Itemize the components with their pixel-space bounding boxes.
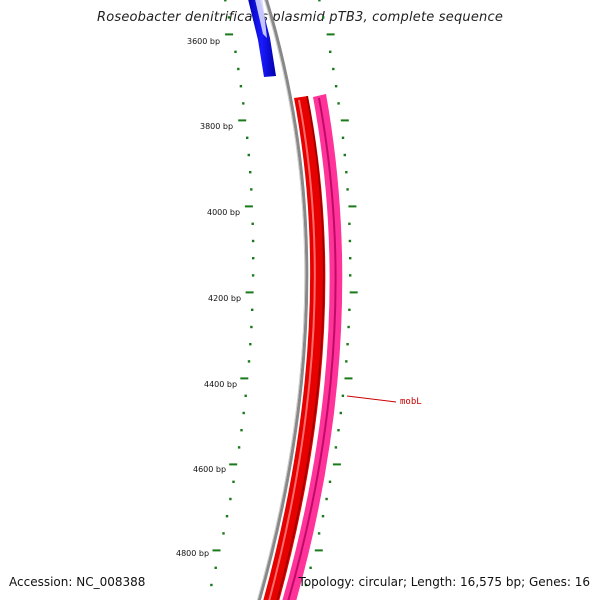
minor-tick-mark <box>250 188 253 191</box>
minor-tick-mark <box>346 343 349 346</box>
minor-tick-mark <box>237 67 240 71</box>
minor-tick-mark <box>349 274 352 277</box>
minor-tick-mark <box>341 136 345 139</box>
minor-tick-mark <box>242 102 245 105</box>
backbone-inner-line <box>256 0 306 600</box>
minor-tick-mark <box>240 429 243 432</box>
minor-tick-mark <box>246 136 249 139</box>
minor-tick-mark <box>247 153 250 157</box>
backbone <box>256 0 309 600</box>
summary-text: Topology: circular; Length: 16,575 bp; G… <box>298 575 590 589</box>
minor-tick-mark <box>229 497 232 501</box>
minor-tick-mark <box>251 274 255 277</box>
gene-blue-feature[interactable] <box>247 0 276 77</box>
backbone-outer-line <box>257 0 309 600</box>
minor-tick-mark <box>348 239 352 243</box>
minor-tick-mark <box>321 515 325 518</box>
minor-tick-mark <box>339 411 342 415</box>
major-tick-mark <box>332 463 341 466</box>
minor-tick-mark <box>332 67 335 71</box>
minor-tick-mark <box>337 429 340 432</box>
tick-labels: 3600 bp 3800 bp 4000 bp 4200 bp 4400 bp … <box>176 37 241 558</box>
major-tick-mark <box>244 205 253 208</box>
minor-tick-mark <box>345 171 348 174</box>
major-tick-mark <box>229 463 238 466</box>
inner-tick-marks <box>210 0 255 587</box>
major-tick-mark <box>225 33 234 36</box>
minor-tick-mark <box>250 325 253 329</box>
gene-red-feature[interactable] <box>262 95 326 600</box>
minor-tick-mark <box>318 0 321 2</box>
minor-tick-mark <box>325 497 328 501</box>
tick-label-4800: 4800 bp <box>176 549 209 558</box>
major-tick-mark <box>212 549 221 552</box>
minor-tick-mark <box>244 394 247 397</box>
minor-tick-mark <box>346 188 349 191</box>
major-tick-mark <box>238 119 247 122</box>
minor-tick-mark <box>348 308 351 311</box>
minor-tick-mark <box>328 480 332 483</box>
minor-tick-mark <box>222 532 225 535</box>
gene-label-mobL: mobL <box>346 395 422 407</box>
minor-tick-mark <box>251 308 254 311</box>
gene-mobL-feature[interactable] <box>281 94 343 600</box>
minor-tick-mark <box>214 566 217 569</box>
map-title: Roseobacter denitrificans plasmid pTB3, … <box>96 10 504 25</box>
major-tick-mark <box>314 549 323 552</box>
major-tick-mark <box>344 377 353 380</box>
minor-tick-mark <box>251 239 255 243</box>
minor-tick-mark <box>334 446 338 449</box>
minor-tick-mark <box>225 515 229 518</box>
minor-tick-mark <box>348 222 351 225</box>
minor-tick-mark <box>345 360 348 363</box>
tick-label-4400: 4400 bp <box>204 380 237 389</box>
minor-tick-mark <box>234 50 237 53</box>
minor-tick-mark <box>227 16 231 19</box>
minor-tick-mark <box>317 532 321 535</box>
accession-text: Accession: NC_008388 <box>9 575 146 589</box>
major-tick-mark <box>348 205 357 208</box>
minor-tick-mark <box>329 50 332 53</box>
major-tick-mark <box>240 377 249 380</box>
tick-label-4600: 4600 bp <box>193 465 226 474</box>
minor-tick-mark <box>343 153 346 157</box>
tick-label-4200: 4200 bp <box>208 294 241 303</box>
minor-tick-mark <box>249 171 252 174</box>
tick-label-3800: 3800 bp <box>200 122 233 131</box>
minor-tick-mark <box>347 325 350 329</box>
minor-tick-mark <box>239 85 243 88</box>
tick-label-4000: 4000 bp <box>207 208 240 217</box>
minor-tick-mark <box>210 583 213 587</box>
minor-tick-mark <box>349 257 352 260</box>
major-tick-mark <box>340 119 349 122</box>
minor-tick-mark <box>322 16 325 19</box>
major-tick-mark <box>326 33 335 36</box>
tick-label-3600: 3600 bp <box>187 37 220 46</box>
minor-tick-mark <box>252 257 255 260</box>
major-tick-mark <box>349 291 358 294</box>
minor-tick-mark <box>341 394 345 397</box>
minor-tick-mark <box>237 446 241 449</box>
minor-tick-mark <box>232 480 235 483</box>
minor-tick-mark <box>247 360 251 363</box>
minor-tick-mark <box>249 343 252 346</box>
minor-tick-mark <box>309 566 312 569</box>
major-tick-mark <box>245 291 254 294</box>
minor-tick-mark <box>304 583 308 587</box>
outer-tick-marks <box>304 0 358 587</box>
minor-tick-mark <box>224 0 227 2</box>
gene-label-mobL-text: mobL <box>400 397 422 407</box>
gene-label-leader-line <box>346 395 397 403</box>
minor-tick-mark <box>251 222 254 225</box>
minor-tick-mark <box>334 85 338 88</box>
minor-tick-mark <box>242 411 245 415</box>
minor-tick-mark <box>337 102 340 105</box>
